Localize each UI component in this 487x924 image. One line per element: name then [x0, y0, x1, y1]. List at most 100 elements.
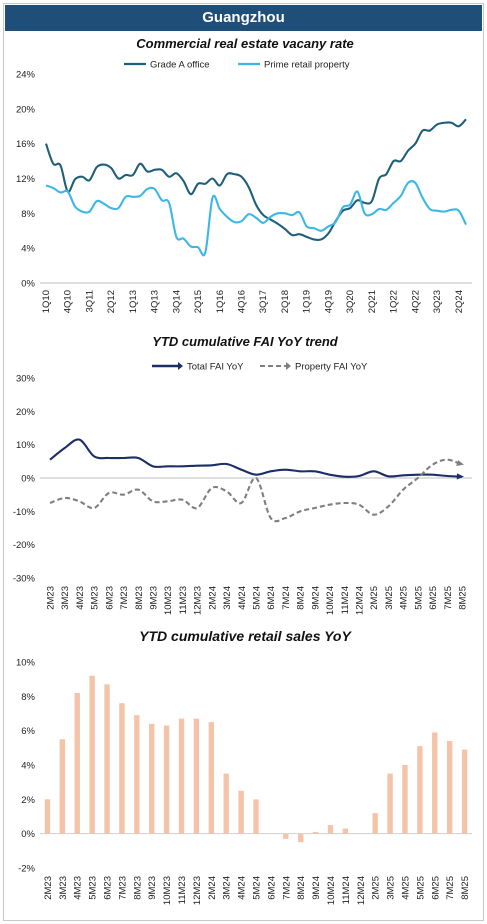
- x-tick-label: 3Q14: [171, 290, 182, 313]
- x-tick-label: 10M23: [162, 876, 173, 905]
- y-tick-label: 30%: [16, 374, 36, 385]
- bar: [253, 799, 259, 834]
- x-tick-label: 5M24: [252, 586, 263, 610]
- x-tick-label: 1Q10: [41, 290, 52, 313]
- y-tick-label: -30%: [13, 574, 36, 585]
- x-tick-label: 1Q22: [389, 290, 400, 313]
- x-tick-label: 7M24: [281, 586, 292, 610]
- x-tick-label: 3M24: [222, 876, 233, 900]
- x-tick-label: 6M25: [430, 876, 441, 900]
- x-tick-label: 12M23: [192, 876, 203, 905]
- y-tick-label: 0%: [21, 474, 35, 485]
- x-tick-label: 2M25: [371, 876, 382, 900]
- y-tick-label: 24%: [16, 70, 36, 81]
- x-tick-label: 4Q16: [237, 290, 248, 313]
- x-tick-label: 4M24: [237, 586, 248, 610]
- bar: [417, 746, 423, 834]
- bar: [134, 715, 140, 834]
- x-tick-label: 9M23: [149, 586, 160, 610]
- x-tick-label: 10M23: [163, 586, 174, 615]
- x-tick-label: 6M24: [266, 586, 277, 610]
- x-tick-label: 7M25: [443, 586, 454, 610]
- bar: [327, 825, 334, 834]
- x-tick-label: 2M23: [43, 876, 54, 900]
- bar: [104, 684, 110, 834]
- y-tick-label: 0%: [21, 829, 35, 840]
- bar: [44, 799, 51, 834]
- series-line: [49, 458, 463, 523]
- y-tick-label: 12%: [16, 174, 36, 185]
- chart-title: YTD cumulative FAI YoY trend: [152, 334, 338, 349]
- legend-arrowhead: [286, 362, 291, 370]
- x-tick-label: 11M23: [178, 586, 189, 614]
- legend-label: Prime retail property: [264, 60, 350, 71]
- x-tick-label: 3M23: [60, 586, 71, 610]
- x-tick-label: 2M24: [207, 586, 218, 610]
- x-tick-label: 7M24: [281, 876, 292, 900]
- x-tick-label: 2M23: [46, 586, 57, 610]
- y-tick-label: 6%: [21, 726, 35, 737]
- bar: [298, 833, 304, 843]
- city-banner: Guangzhou: [5, 5, 482, 31]
- x-tick-label: 6M25: [428, 586, 439, 610]
- x-tick-label: 4Q22: [410, 290, 421, 313]
- x-tick-label: 3M23: [58, 876, 69, 900]
- x-tick-label: 8M25: [458, 586, 469, 610]
- x-tick-label: 2Q15: [193, 290, 204, 313]
- bar: [461, 749, 468, 834]
- series-arrowhead: [456, 473, 464, 480]
- y-tick-label: 20%: [16, 104, 36, 115]
- bar: [208, 722, 214, 834]
- bar: [342, 828, 349, 834]
- x-tick-label: 6M23: [103, 876, 114, 900]
- series-line: [45, 180, 467, 257]
- x-tick-label: 8M24: [296, 876, 307, 900]
- x-tick-label: 1Q16: [215, 290, 226, 313]
- y-tick-label: -2%: [18, 864, 35, 875]
- y-tick-label: 4%: [21, 761, 35, 772]
- x-tick-label: 4M25: [400, 876, 411, 900]
- x-tick-label: 11M24: [341, 876, 352, 904]
- x-tick-label: 8M24: [296, 586, 307, 610]
- x-tick-label: 4Q10: [63, 290, 74, 313]
- x-tick-label: 12M24: [355, 586, 366, 615]
- x-tick-label: 2M25: [369, 586, 380, 610]
- y-tick-label: 8%: [21, 209, 35, 220]
- bar: [432, 732, 438, 834]
- legend-label: Total FAI YoY: [187, 362, 244, 373]
- x-tick-label: 4M23: [75, 586, 86, 610]
- y-tick-label: -20%: [13, 540, 36, 551]
- x-tick-label: 3M25: [384, 586, 395, 610]
- x-tick-label: 7M23: [119, 586, 130, 610]
- bar: [119, 703, 125, 834]
- x-tick-label: 3M25: [386, 876, 397, 900]
- x-tick-label: 3M24: [222, 586, 233, 610]
- x-tick-label: 2Q12: [106, 290, 117, 313]
- y-tick-label: 16%: [16, 139, 36, 150]
- series-arrowhead: [456, 460, 464, 466]
- bar: [193, 718, 200, 834]
- x-tick-label: 5M23: [88, 876, 99, 900]
- x-tick-label: 5M23: [90, 586, 101, 610]
- bar: [223, 773, 229, 834]
- x-tick-label: 2Q18: [280, 290, 291, 313]
- x-tick-label: 6M24: [266, 876, 277, 900]
- y-tick-label: 8%: [21, 692, 35, 703]
- x-tick-label: 4M23: [73, 876, 84, 900]
- x-tick-label: 11M23: [177, 876, 188, 904]
- x-tick-label: 7M23: [117, 876, 128, 900]
- x-tick-label: 3Q17: [258, 290, 269, 313]
- x-tick-label: 12M24: [356, 876, 367, 905]
- x-tick-label: 7M25: [445, 876, 456, 900]
- y-tick-label: 10%: [16, 440, 36, 451]
- chart-title: Commercial real estate vacany rate: [136, 36, 354, 51]
- x-tick-label: 4M24: [237, 876, 248, 900]
- x-tick-label: 5M25: [413, 586, 424, 610]
- x-tick-label: 12M23: [193, 586, 204, 615]
- bar: [446, 740, 453, 834]
- y-tick-label: 10%: [16, 658, 36, 669]
- bar: [74, 692, 80, 834]
- report-frame: Guangzhou: [3, 3, 484, 921]
- x-tick-label: 1Q13: [128, 290, 139, 313]
